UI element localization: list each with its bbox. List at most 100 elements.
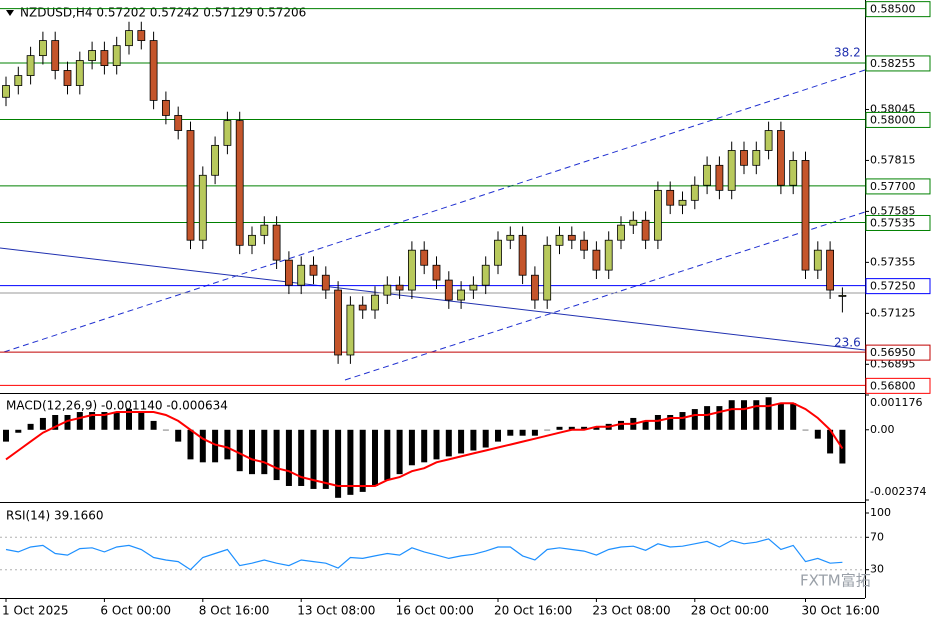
macd-bar [458,429,465,454]
macd-bar [556,426,563,430]
level-label: 0.58500 [870,3,916,16]
macd-bar [507,429,514,436]
macd-bar [827,429,834,454]
candle-body [51,40,60,71]
macd-bar [101,412,108,430]
macd-bar [593,426,600,430]
macd-bar [126,409,132,430]
y-tick-label: 70 [870,530,884,543]
macd-bar [654,414,661,430]
candle-body [801,160,810,271]
channel-upper [3,69,866,353]
macd-bar [322,429,329,489]
macd-header: MACD(12,26,9) -0.001140 -0.000634 [6,399,228,413]
candle-body [555,234,564,246]
candle-body [494,239,502,266]
macd-bar [3,429,9,442]
candle-body [211,144,220,176]
macd-bar [667,414,674,430]
candle-body [149,40,158,101]
x-tick-label: 6 Oct 00:00 [100,604,171,618]
candle-body [457,289,466,301]
candle-body [88,50,96,61]
macd-bar [27,423,34,430]
level-box [865,1,931,18]
macd-bar [704,406,711,430]
y-tick-label: 0.001176 [870,396,923,409]
macd-bar [39,417,46,430]
candle-body [826,249,834,291]
candle-body [100,50,109,66]
macd-bar [470,429,477,451]
candle-body [715,164,724,191]
candle-body [63,70,72,86]
frame [0,0,866,599]
macd-bar [495,429,501,442]
candle-body [641,219,650,241]
x-tick-label: 8 Oct 16:00 [199,604,270,618]
y-tick-label: 100 [870,506,891,519]
x-tick-label: 1 Oct 2025 [2,604,69,618]
macd-bar [679,412,686,430]
candle-body [420,249,429,266]
macd-bar [531,429,538,436]
candle-body [235,120,244,246]
candle-body [198,174,207,241]
macd-bar [519,429,526,436]
level-box [865,377,931,394]
candle-body [125,30,133,47]
macd-bar [359,429,366,492]
candle-body [813,249,822,271]
macd-bar [212,429,219,463]
level-box [865,111,931,128]
y-tick-label: 0.57125 [870,306,916,319]
macd-bar [236,429,243,472]
level-box [865,55,931,72]
macd-bar [568,426,575,430]
candle-body [604,239,613,271]
candle-body [838,294,847,297]
candle-body [629,219,638,226]
macd-bar [741,400,747,430]
candle-body [26,55,35,76]
y-tick-label: 0.57355 [870,255,916,268]
macd-bar [445,429,452,457]
macd-bar [753,400,760,430]
macd-bar [285,429,292,486]
y-tick-label: 0.57585 [870,204,916,217]
macd-bar [113,412,120,430]
candle-body [75,60,84,86]
candle-body [531,274,539,301]
macd-bar [249,429,255,475]
candle-body [666,189,675,206]
x-tick-label: 28 Oct 00:00 [691,604,769,618]
trend-line [0,247,866,351]
macd-bar [421,429,428,463]
level-box [865,344,931,361]
macd-bar [261,429,268,475]
candle-body [690,184,699,201]
candle-body [764,130,773,151]
candle-body [444,279,453,301]
candle-body [14,75,23,86]
candle-body [383,284,392,296]
macd-bar [814,429,821,439]
macd-bar [15,429,22,433]
level-label: 0.58255 [870,57,916,70]
macd-bar [728,400,735,430]
candle-body [174,115,183,131]
macd-bar [76,412,83,430]
macd-bar [187,429,194,460]
macd-bar [839,429,846,464]
macd-bar [765,397,772,430]
candle-body [518,234,527,276]
candle-body [2,85,10,98]
candle-body [752,150,761,166]
candle-body [223,120,232,146]
macd-bar [482,429,489,448]
macd-bar [273,429,280,481]
macd-bar [175,429,182,442]
macd-bar [433,429,440,460]
macd-bar [224,429,231,460]
